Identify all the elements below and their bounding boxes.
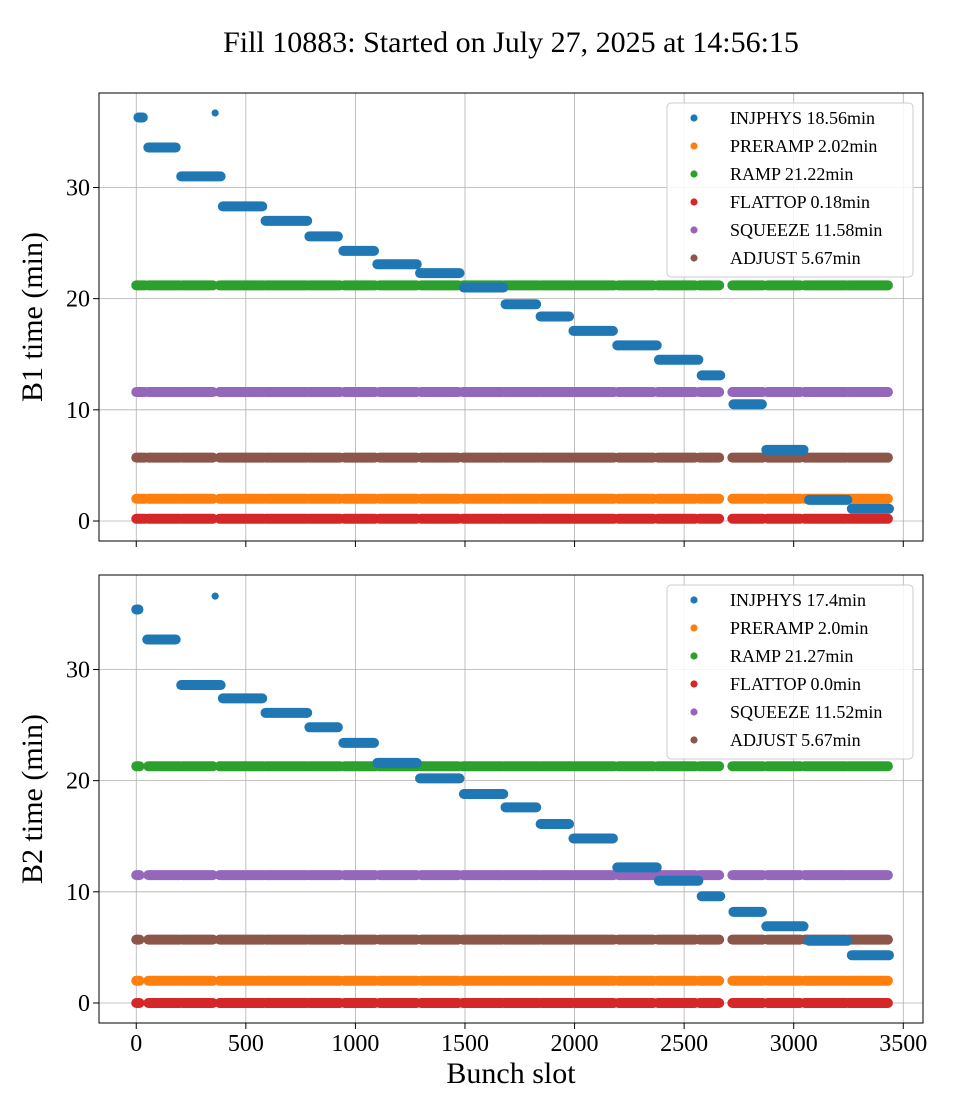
legend-box xyxy=(666,102,914,278)
legend-label: FLATTOP 0.0min xyxy=(730,674,861,694)
y-axis-label: B2 time (min) xyxy=(16,714,49,884)
legend-marker xyxy=(690,708,698,716)
plot-frame xyxy=(98,92,924,542)
x-tick-label: 1500 xyxy=(441,1031,489,1057)
legend-label: RAMP 21.27min xyxy=(730,646,853,666)
legend-marker xyxy=(690,736,698,744)
plot-frame xyxy=(98,574,924,1024)
legend-marker xyxy=(690,198,698,206)
x-axis-label: Bunch slot xyxy=(446,1057,576,1090)
x-tick-label: 1000 xyxy=(331,1031,379,1057)
legend-marker xyxy=(690,652,698,660)
y-tick-label: 20 xyxy=(66,769,90,795)
chart-title: Fill 10883: Started on July 27, 2025 at … xyxy=(223,26,799,59)
y-tick-label: 30 xyxy=(66,657,90,683)
legend-marker xyxy=(690,170,698,178)
legend-label: PRERAMP 2.0min xyxy=(730,618,868,638)
legend-marker xyxy=(690,254,698,262)
legend-marker xyxy=(690,114,698,122)
legend-label: ADJUST 5.67min xyxy=(730,730,861,750)
series-injphys-point xyxy=(211,592,219,600)
legend: INJPHYS 17.4min PRERAMP 2.0min RAMP 21.27m… xyxy=(666,584,914,760)
legend: INJPHYS 18.56min PRERAMP 2.02min RAMP 21.2… xyxy=(666,102,914,278)
y-tick-label: 0 xyxy=(78,991,90,1017)
b2-panel: 0 500 1000 1500 2000 2500 3000 3500 0 10 20 30 B2 ti… xyxy=(16,574,927,1090)
legend-marker xyxy=(690,624,698,632)
y-tick-label: 0 xyxy=(78,509,90,535)
legend-label: SQUEEZE 11.58min xyxy=(730,220,882,240)
x-tick-label: 500 xyxy=(228,1031,264,1057)
x-tick-label: 2000 xyxy=(551,1031,599,1057)
y-tick-label: 10 xyxy=(66,880,90,906)
x-tick-label: 3000 xyxy=(770,1031,818,1057)
legend-label: FLATTOP 0.18min xyxy=(730,192,870,212)
legend-marker xyxy=(690,142,698,150)
legend-label: RAMP 21.22min xyxy=(730,164,853,184)
legend-marker xyxy=(690,596,698,604)
x-tick-label: 0 xyxy=(130,1031,142,1057)
legend-label: PRERAMP 2.02min xyxy=(730,136,877,156)
y-axis-label: B1 time (min) xyxy=(16,232,49,402)
legend-label: SQUEEZE 11.52min xyxy=(730,702,882,722)
legend-label: ADJUST 5.67min xyxy=(730,248,861,268)
legend-marker xyxy=(690,226,698,234)
y-tick-label: 30 xyxy=(66,175,90,201)
b1-panel: 0 10 20 30 B1 time (min) INJPHYS 18.56min PRER… xyxy=(16,92,924,547)
series-injphys-point xyxy=(211,109,219,117)
legend-marker xyxy=(690,680,698,688)
x-tick-label: 2500 xyxy=(660,1031,708,1057)
legend-label: INJPHYS 17.4min xyxy=(730,590,866,610)
legend-box xyxy=(666,584,914,760)
legend-label: INJPHYS 18.56min xyxy=(730,108,875,128)
y-tick-label: 10 xyxy=(66,398,90,424)
y-tick-label: 20 xyxy=(66,287,90,313)
x-tick-label: 3500 xyxy=(879,1031,927,1057)
